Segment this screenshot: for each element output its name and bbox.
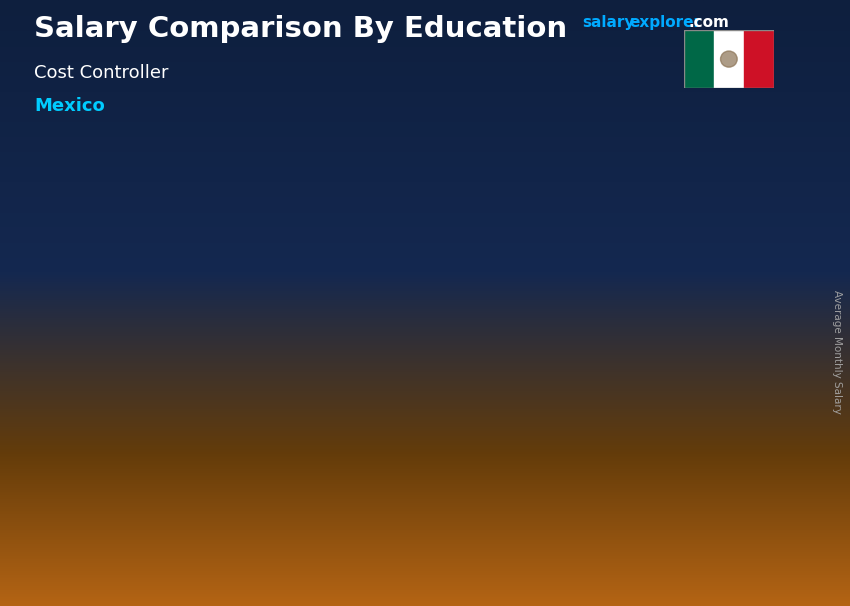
Bar [647,245,672,558]
Bar [365,332,468,558]
Circle shape [721,51,737,67]
Text: Salary Comparison By Education: Salary Comparison By Education [34,15,567,43]
Text: 16,800 MXN: 16,800 MXN [28,380,112,394]
Bar [684,30,714,88]
Bar [608,245,711,558]
Text: 33,200 MXN: 33,200 MXN [737,226,822,240]
Text: .com: .com [688,15,729,30]
Bar [161,400,186,558]
Text: +38%: +38% [505,216,590,242]
Polygon shape [224,400,241,558]
Text: Mexico: Mexico [34,97,105,115]
Text: 24,000 MXN: 24,000 MXN [355,313,440,327]
Bar [404,332,429,558]
Text: Cost Controller: Cost Controller [34,64,168,82]
Text: explorer: explorer [629,15,701,30]
Bar [744,30,774,88]
Polygon shape [711,245,728,558]
Text: Average Monthly Salary: Average Monthly Salary [832,290,842,413]
Bar [714,30,744,88]
Polygon shape [468,332,484,558]
Text: salary: salary [582,15,635,30]
Bar [122,400,224,558]
Text: +43%: +43% [224,311,309,338]
